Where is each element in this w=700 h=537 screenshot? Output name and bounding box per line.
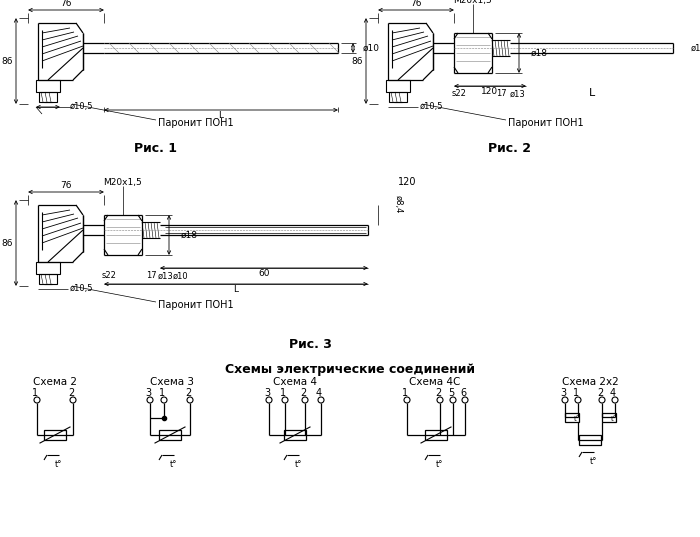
Text: 60: 60: [258, 270, 270, 279]
Text: 1: 1: [159, 388, 165, 398]
Text: 86: 86: [1, 56, 13, 66]
Text: Паронит ПОН1: Паронит ПОН1: [508, 118, 584, 128]
Text: 3: 3: [560, 388, 566, 398]
Text: 86: 86: [351, 56, 363, 66]
Text: Схемы электрические соединений: Схемы электрические соединений: [225, 364, 475, 376]
Bar: [389, 92, 407, 102]
Text: 76: 76: [410, 0, 421, 8]
Text: 1: 1: [32, 388, 38, 398]
Text: 1: 1: [402, 388, 408, 398]
Text: ø13: ø13: [158, 272, 174, 280]
Text: 2: 2: [68, 388, 74, 398]
Bar: [39, 92, 57, 102]
Bar: [425, 430, 447, 440]
Text: 17: 17: [496, 90, 506, 98]
Text: 120: 120: [398, 177, 416, 187]
Text: 2: 2: [597, 388, 603, 398]
Bar: [601, 412, 615, 422]
Text: s22: s22: [452, 90, 466, 98]
Text: 120: 120: [482, 88, 498, 97]
Text: Рис. 3: Рис. 3: [288, 338, 331, 352]
Bar: [36, 262, 60, 274]
Text: Схема 2: Схема 2: [33, 377, 77, 387]
Text: ø10: ø10: [691, 43, 700, 53]
Text: t°: t°: [436, 460, 443, 469]
Text: 1: 1: [280, 388, 286, 398]
Bar: [159, 430, 181, 440]
Text: M20x1,5: M20x1,5: [104, 178, 142, 186]
Text: Рис. 1: Рис. 1: [134, 142, 176, 155]
Text: 17: 17: [146, 272, 156, 280]
Bar: [579, 435, 601, 445]
Text: ø10,5: ø10,5: [70, 103, 94, 112]
Text: M20x1,5: M20x1,5: [454, 0, 492, 4]
Text: Схема 3: Схема 3: [150, 377, 194, 387]
Text: Паронит ПОН1: Паронит ПОН1: [158, 118, 234, 128]
Text: ø18: ø18: [531, 48, 548, 57]
Text: 76: 76: [60, 180, 71, 190]
Bar: [284, 430, 306, 440]
Text: t°: t°: [295, 460, 302, 469]
Text: Схема 2х2: Схема 2х2: [561, 377, 618, 387]
Bar: [564, 412, 578, 422]
Text: Паронит ПОН1: Паронит ПОН1: [158, 300, 234, 310]
Text: ø18: ø18: [181, 230, 198, 240]
Bar: [39, 274, 57, 284]
Text: 86: 86: [1, 238, 13, 248]
Text: 2: 2: [300, 388, 306, 398]
Text: ø8,4: ø8,4: [393, 195, 402, 213]
Text: 3: 3: [264, 388, 270, 398]
Text: ø10,5: ø10,5: [70, 285, 94, 294]
Text: ø10: ø10: [363, 43, 380, 53]
Text: 76: 76: [60, 0, 71, 8]
Text: t°: t°: [610, 416, 617, 422]
Text: L: L: [218, 112, 223, 120]
Text: 4: 4: [316, 388, 322, 398]
Text: 3: 3: [145, 388, 151, 398]
Text: t°: t°: [55, 460, 62, 469]
Text: ø10,5: ø10,5: [420, 103, 444, 112]
Text: L: L: [589, 88, 594, 98]
Text: 5: 5: [448, 388, 454, 398]
Bar: [44, 430, 66, 440]
Text: 6: 6: [460, 388, 466, 398]
Text: Рис. 2: Рис. 2: [489, 142, 531, 155]
Text: Схема 4: Схема 4: [273, 377, 317, 387]
Text: 2: 2: [185, 388, 191, 398]
Bar: [386, 80, 410, 92]
Text: t°: t°: [573, 416, 580, 422]
Bar: [36, 80, 60, 92]
Text: 4: 4: [610, 388, 616, 398]
Text: t°: t°: [170, 460, 177, 469]
Text: ø13: ø13: [510, 90, 526, 98]
Text: ø10: ø10: [172, 272, 188, 280]
Text: 1: 1: [573, 388, 579, 398]
Text: Схема 4С: Схема 4С: [410, 377, 461, 387]
Text: L: L: [234, 286, 239, 294]
Text: t°: t°: [590, 457, 597, 466]
Text: 2: 2: [435, 388, 441, 398]
Text: s22: s22: [102, 272, 116, 280]
